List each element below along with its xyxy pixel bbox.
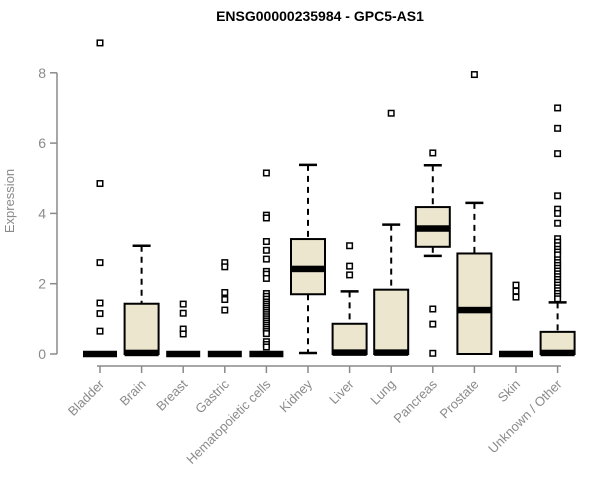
outlier-point [346,271,354,279]
chart-title: ENSG00000235984 - GPC5-AS1 [216,8,424,24]
outlier-point [96,299,104,307]
outlier-point [96,310,104,318]
outlier-point [262,238,270,246]
box-group-liver [331,242,368,356]
outlier-point [512,293,520,301]
x-category-label: Liver [326,376,357,407]
y-axis-label: Expression [2,169,17,233]
y-tick-label: 6 [38,135,46,151]
y-tick-label: 2 [38,276,46,292]
outlier-point [96,259,104,267]
outlier-point [221,306,229,314]
x-category-label: Pancreas [390,376,440,426]
outlier-point [554,295,562,303]
x-category-label: Bladder [65,376,108,419]
box-group-brain [123,244,160,357]
outlier-point [96,39,104,47]
outlier-point [346,262,354,270]
outlier-point [262,330,270,338]
outlier-point [554,209,562,217]
iqr-box [456,252,493,355]
median-bar [124,349,159,357]
median-bar [207,350,242,358]
y-axis: 0 2 4 6 8 [38,65,58,362]
x-category-label: Lung [367,377,398,408]
box-group-unknown-other [539,104,576,357]
box-group-lung [373,109,410,356]
outlier-point [554,192,562,200]
box-group-skin [499,281,533,358]
outlier-point [512,281,520,289]
outlier-point [262,246,270,254]
median-bar [83,350,117,358]
y-tick-label: 0 [38,346,46,362]
outlier-point [262,169,270,177]
outlier-point [179,300,187,308]
median-bar [374,349,409,356]
outlier-point [554,219,562,227]
outlier-point [221,263,229,271]
box-group-pancreas [414,149,451,357]
x-category-label: Kidney [276,376,315,415]
median-bar [540,349,575,357]
outlier-point [554,104,562,112]
outlier-point [262,255,270,263]
outlier-point [387,109,395,117]
box-group-bladder [83,39,117,358]
x-category-label: Breast [153,376,190,413]
outlier-point [221,296,229,304]
y-tick-label: 4 [38,205,46,221]
outlier-point [262,274,270,282]
box-group-hematopoietic-cells [249,169,284,358]
outlier-point [554,124,562,132]
y-tick-label: 8 [38,65,46,81]
outlier-point [512,287,520,295]
box-group-breast [166,300,201,358]
x-category-label: Skin [495,377,523,405]
outlier-point [262,343,270,351]
median-bar [291,265,325,273]
outlier-point [221,288,229,296]
median-bar [499,350,533,358]
outlier-point [429,349,437,357]
median-bar [166,350,201,358]
x-category-label: Gastric [192,376,232,416]
outlier-point [554,150,562,158]
median-bar [457,306,492,314]
median-bar [249,350,284,358]
outlier-point [429,149,437,157]
outlier-point [96,327,104,335]
median-bar [332,349,367,356]
outlier-point [429,305,437,313]
x-category-label: Brain [117,377,149,409]
boxes-layer [83,39,576,358]
iqr-box [331,322,368,355]
outlier-point [179,330,187,338]
x-category-label: Unknown / Other [485,376,565,456]
x-category-label: Prostate [437,377,482,422]
iqr-box [373,288,410,356]
box-group-kidney [290,163,326,355]
outlier-point [470,71,478,79]
outlier-point [262,214,270,222]
outlier-point [96,180,104,188]
outlier-point [429,320,437,328]
outlier-point [346,242,354,250]
box-group-gastric [207,259,242,358]
box-group-prostate [456,71,493,355]
iqr-box [123,302,160,356]
outlier-point [179,309,187,317]
median-bar [415,225,450,232]
